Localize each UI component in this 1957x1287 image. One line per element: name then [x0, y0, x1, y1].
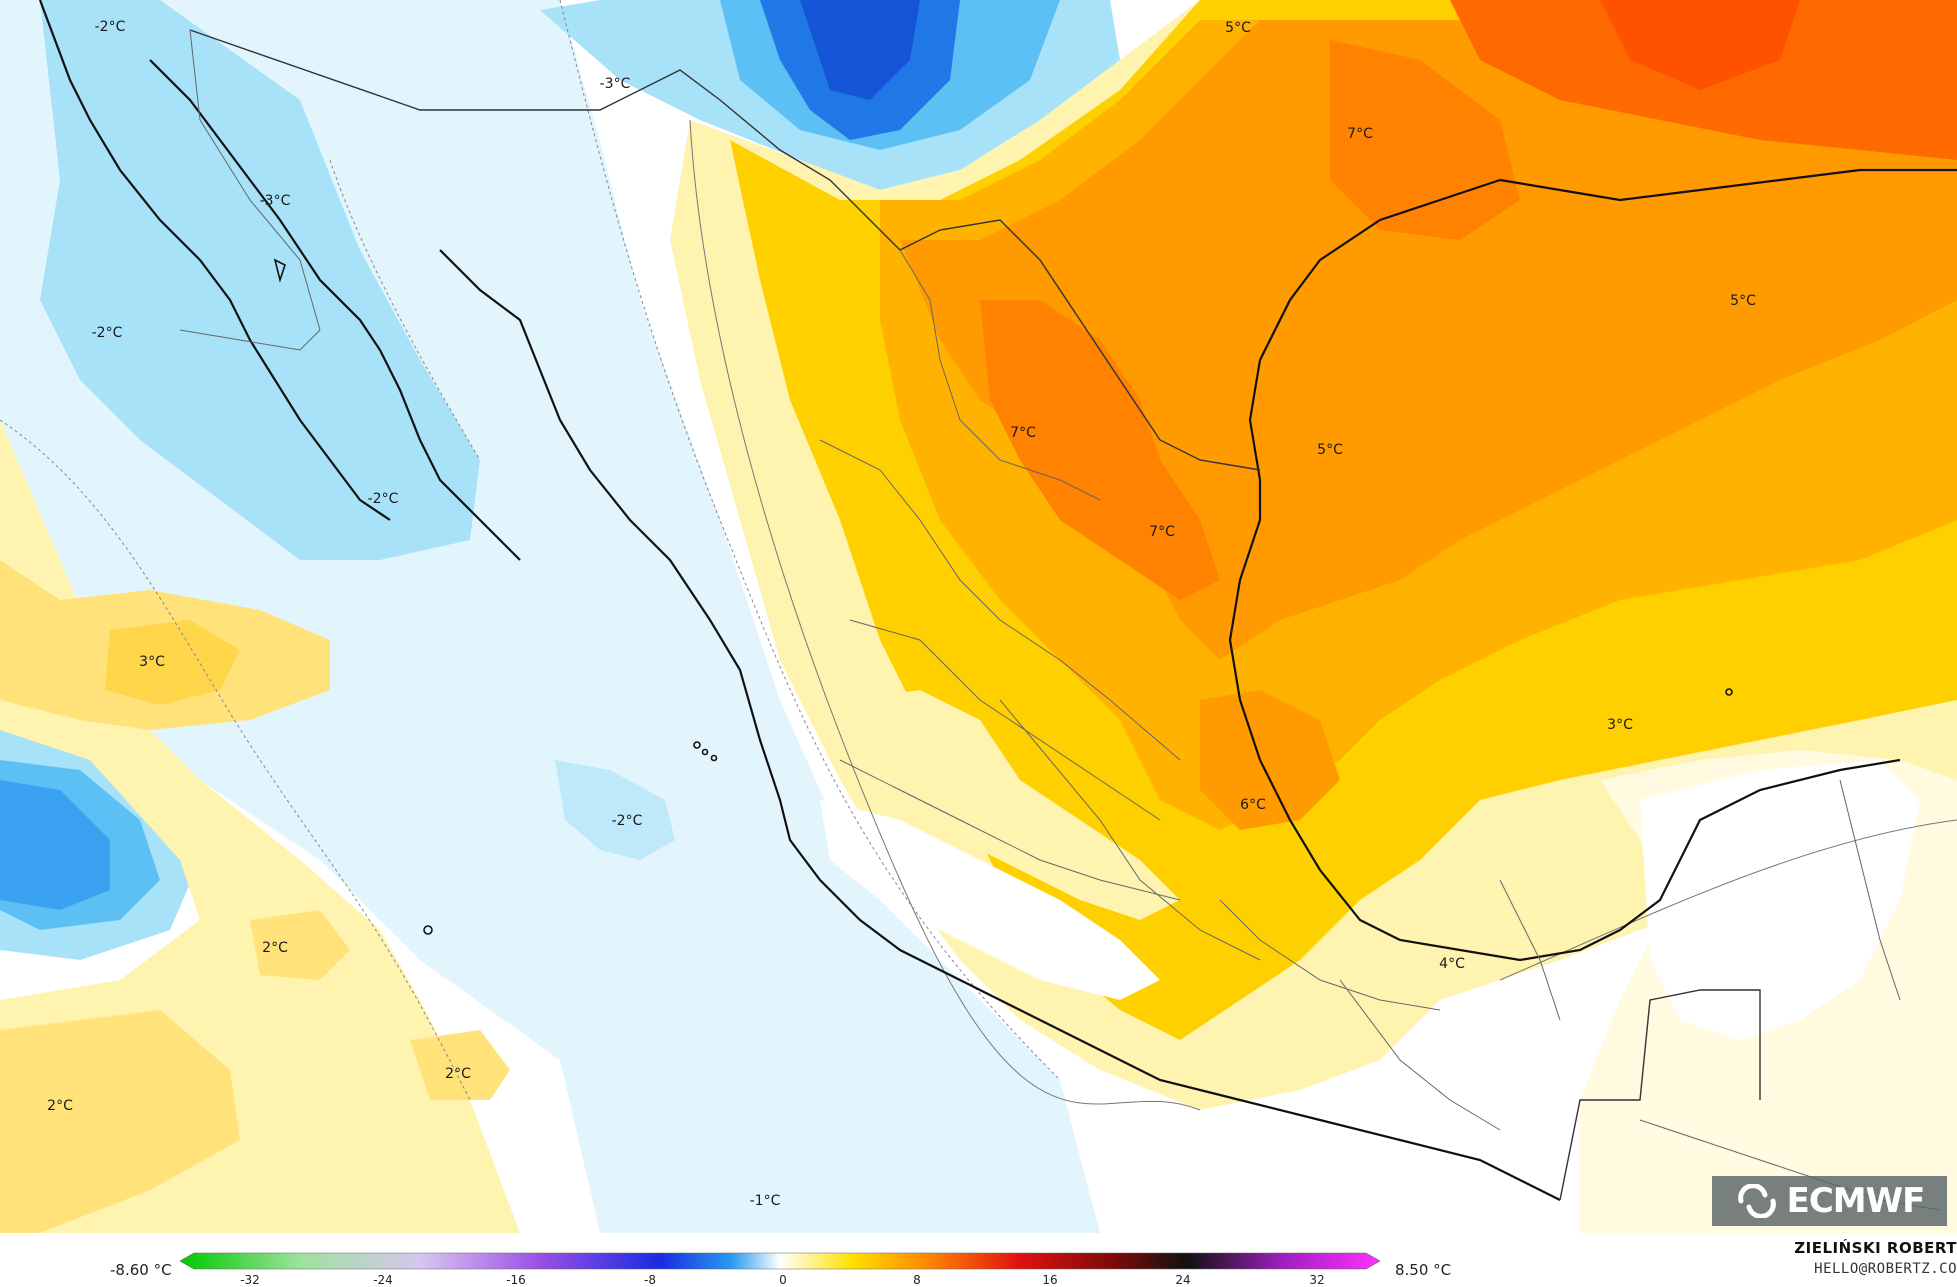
temperature-anomaly-map: -2°C -3°C -3°C -2°C -2°C 5°C 7°C 5°C 7°C… [0, 0, 1957, 1233]
anomaly-light-blue-area [555, 760, 675, 860]
ecmwf-swirl-icon [1737, 1184, 1776, 1218]
contour-label: 2°C [47, 1098, 73, 1114]
contour-label: 6°C [1240, 797, 1266, 813]
gulf-of-mexico-coast [1228, 168, 1957, 962]
contour-label: -2°C [95, 19, 126, 35]
coastlines [38, 0, 1957, 1201]
anomaly-pale-yellow-area [850, 690, 1180, 920]
legend-tick: -24 [373, 1273, 393, 1287]
legend-tick: -32 [240, 1273, 260, 1287]
anomaly-yellow-area [105, 620, 240, 705]
contour-labels: -2°C -3°C -3°C -2°C -2°C 5°C 7°C 5°C 7°C… [47, 19, 1756, 1209]
contour-label: -2°C [92, 325, 123, 341]
contour-label: 7°C [1149, 524, 1175, 540]
contour-label: -3°C [600, 76, 631, 92]
legend-tick: -8 [644, 1273, 656, 1287]
anomaly-yellow-area [410, 1030, 510, 1100]
legend-tick: 32 [1309, 1273, 1325, 1287]
legend-bar: -8.60 °C -32 -24 -16 -8 0 8 [0, 1233, 1957, 1287]
ecmwf-logo-text: ECMWF [1786, 1181, 1926, 1221]
us-mexico-border [189, 29, 1261, 471]
contour-label: 7°C [1010, 425, 1036, 441]
anomaly-yellow-area [0, 1010, 240, 1233]
legend-tick: 8 [913, 1273, 921, 1287]
legend-tick: 24 [1175, 1273, 1191, 1287]
anomaly-white-area [820, 800, 1160, 1000]
contour-label: 5°C [1225, 20, 1251, 36]
author-contact: HELLO@ROBERTZ.CO [1814, 1261, 1957, 1277]
contour-label: 5°C [1317, 442, 1343, 458]
legend-tick: 16 [1042, 1273, 1058, 1287]
legend-min-value: -8.60 °C [110, 1261, 172, 1279]
contour-label: 7°C [1347, 126, 1373, 142]
anomaly-dark-orange-area [980, 300, 1220, 600]
contour-label: 3°C [1607, 717, 1633, 733]
mexico-pacific-coast [439, 249, 1561, 1201]
ecmwf-logo: ECMWF [1712, 1176, 1947, 1226]
anomaly-red-orange-area [1600, 0, 1800, 90]
contour-label: -1°C [750, 1193, 781, 1209]
contour-label: -2°C [612, 813, 643, 829]
contour-label: 4°C [1439, 956, 1465, 972]
contour-label: 2°C [445, 1066, 471, 1082]
baja-california-west-coast [38, 0, 391, 521]
contour-label: -2°C [368, 491, 399, 507]
islands [273, 258, 1733, 935]
country-borders [189, 29, 1761, 1201]
legend-max-value: 8.50 °C [1395, 1261, 1452, 1279]
baja-california-east-coast [149, 59, 521, 561]
color-scale [180, 1252, 1380, 1270]
anomaly-yellow-area [250, 910, 350, 980]
contour-label: 3°C [139, 654, 165, 670]
anomaly-blue-area [0, 780, 110, 910]
contour-label: 5°C [1730, 293, 1756, 309]
contour-label: 2°C [262, 940, 288, 956]
legend-tick: 0 [779, 1273, 787, 1287]
anomaly-white-area [1640, 760, 1920, 1040]
anomaly-deep-blue-area [800, 0, 920, 100]
state-borders [179, 29, 1941, 1211]
contour-label: -3°C [260, 193, 291, 209]
guatemala-border [1559, 989, 1761, 1201]
legend-tick: -16 [506, 1273, 526, 1287]
anomaly-light-blue-area [325, 460, 420, 550]
anomaly-orange-area [1200, 690, 1340, 830]
anomaly-light-blue-area [40, 0, 480, 560]
author-credit: ZIELIŃSKI ROBERT [1794, 1239, 1957, 1257]
